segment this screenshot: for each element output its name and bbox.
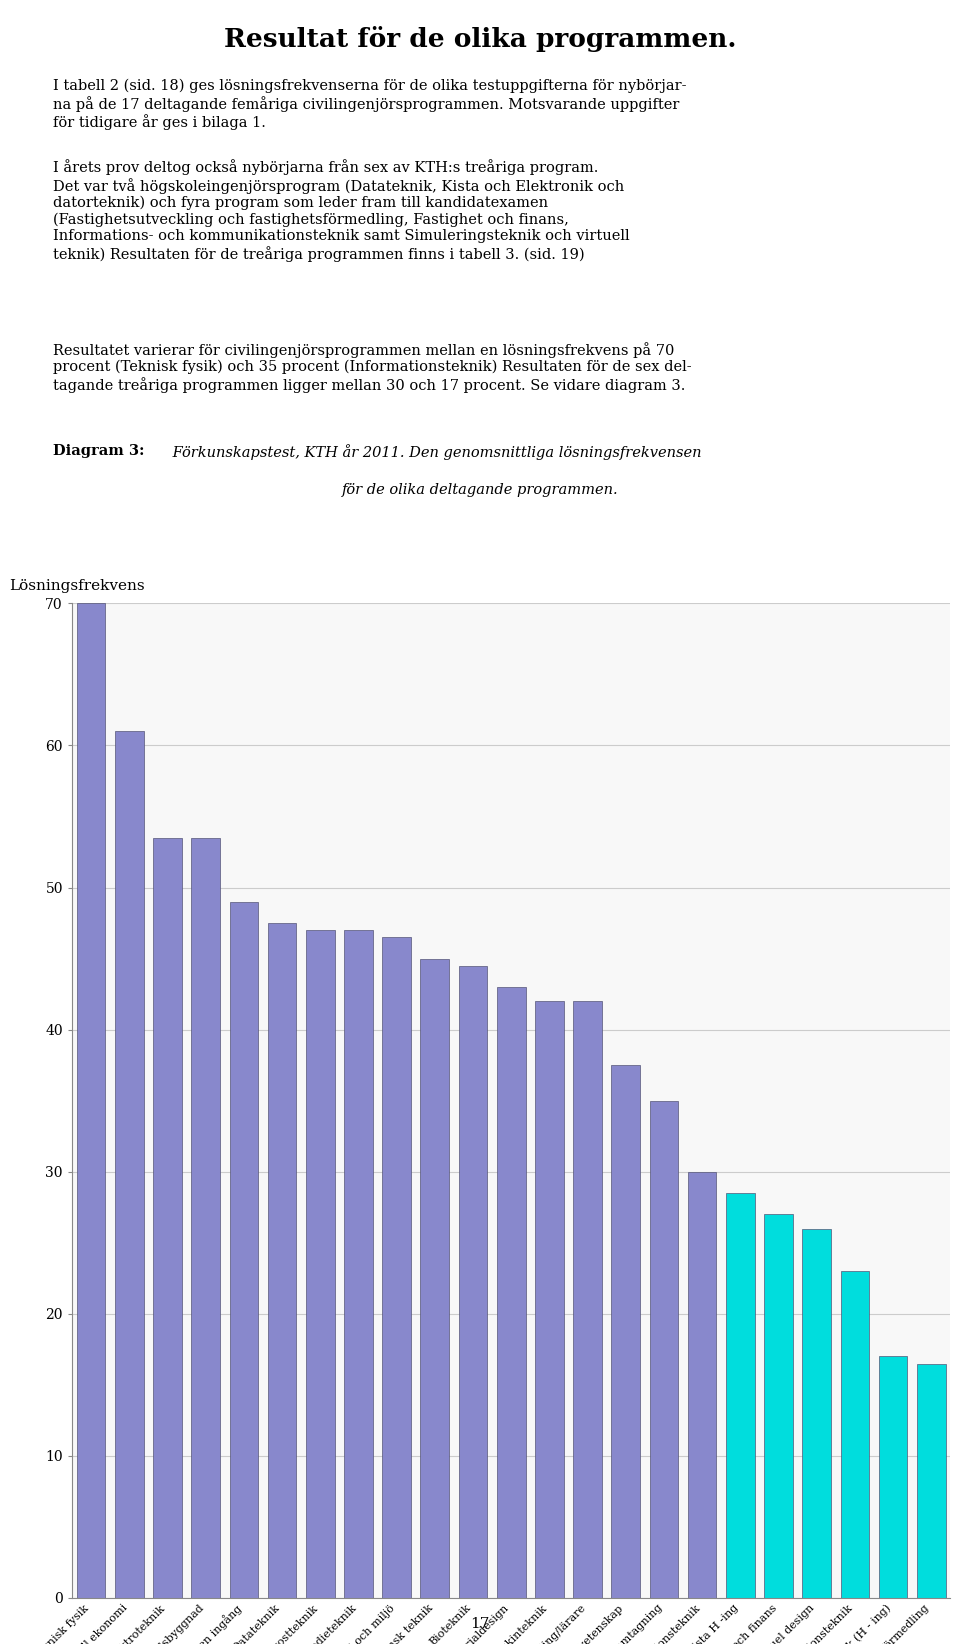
Text: Resultatet varierar för civilingenjörsprogrammen mellan en lösningsfrekvens på 7: Resultatet varierar för civilingenjörspr… xyxy=(53,342,691,393)
Bar xyxy=(650,1101,679,1598)
Bar xyxy=(77,603,106,1598)
Bar xyxy=(687,1172,716,1598)
Text: Diagram 3:: Diagram 3: xyxy=(53,444,144,459)
Text: I årets prov deltog också nybörjarna från sex av KTH:s treåriga program.
Det var: I årets prov deltog också nybörjarna frå… xyxy=(53,159,630,261)
Bar xyxy=(841,1271,869,1598)
Bar xyxy=(268,922,297,1598)
Text: I tabell 2 (sid. 18) ges lösningsfrekvenserna för de olika testuppgifterna för n: I tabell 2 (sid. 18) ges lösningsfrekven… xyxy=(53,79,686,130)
Text: Förkunskapstest, KTH år 2011. Den genomsnittliga lösningsfrekvensen: Förkunskapstest, KTH år 2011. Den genoms… xyxy=(168,444,702,460)
Bar xyxy=(420,958,449,1598)
Bar xyxy=(306,931,335,1598)
Bar xyxy=(229,901,258,1598)
Bar xyxy=(726,1194,755,1598)
Text: Lösningsfrekvens: Lösningsfrekvens xyxy=(9,579,144,593)
Bar xyxy=(764,1215,793,1598)
Bar xyxy=(191,838,220,1598)
Bar xyxy=(612,1065,640,1598)
Bar xyxy=(917,1363,946,1598)
Text: 17: 17 xyxy=(470,1616,490,1631)
Bar xyxy=(878,1356,907,1598)
Bar xyxy=(382,937,411,1598)
Bar xyxy=(573,1001,602,1598)
Bar xyxy=(535,1001,564,1598)
Bar xyxy=(154,838,181,1598)
Bar xyxy=(459,965,488,1598)
Bar xyxy=(497,986,525,1598)
Bar xyxy=(115,732,144,1598)
Bar xyxy=(803,1228,831,1598)
Text: Resultat för de olika programmen.: Resultat för de olika programmen. xyxy=(224,26,736,53)
Text: för de olika deltagande programmen.: för de olika deltagande programmen. xyxy=(342,483,618,498)
Bar xyxy=(344,931,372,1598)
